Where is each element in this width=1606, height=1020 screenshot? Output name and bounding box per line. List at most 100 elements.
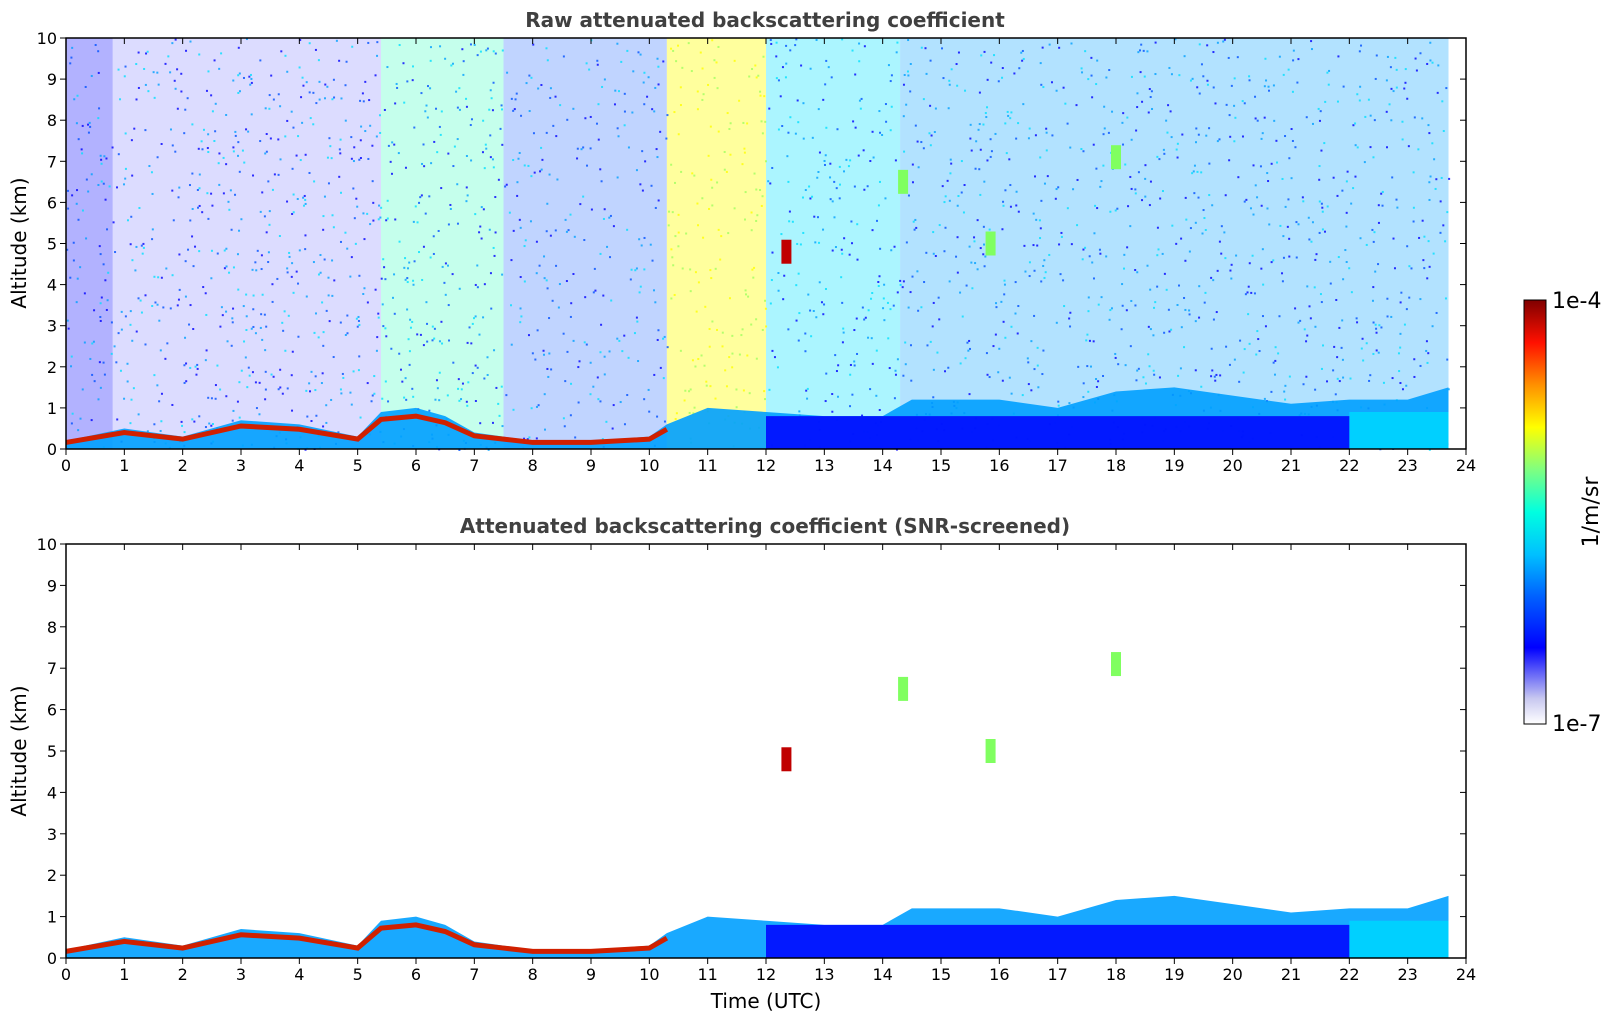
noise-dot (1247, 313, 1250, 316)
noise-dot (1229, 135, 1232, 138)
y-tick-label: 9 (47, 70, 57, 89)
noise-dot (156, 384, 159, 387)
noise-dot (1395, 198, 1398, 201)
noise-dot (1165, 119, 1168, 122)
noise-dot (884, 197, 887, 200)
noise-dot (449, 203, 452, 206)
noise-dot (173, 79, 176, 82)
noise-dot (769, 182, 772, 185)
noise-dot (1157, 248, 1160, 251)
noise-dot (859, 107, 862, 110)
noise-dot (907, 194, 910, 197)
noise-dot (1243, 200, 1246, 203)
noise-dot (465, 105, 468, 108)
noise-dot (189, 304, 192, 307)
noise-dot (376, 336, 379, 339)
noise-dot (251, 371, 254, 374)
noise-dot (982, 123, 985, 126)
noise-dot (298, 249, 301, 252)
noise-dot (787, 180, 790, 183)
noise-dot (469, 43, 472, 46)
noise-dot (721, 345, 724, 348)
noise-dot (875, 394, 878, 397)
noise-dot (1265, 79, 1268, 82)
noise-dot (242, 76, 245, 79)
x-tick-label: 0 (61, 456, 71, 475)
noise-dot (1345, 211, 1348, 214)
noise-dot (1091, 261, 1094, 264)
noise-dot (917, 309, 920, 312)
noise-dot (1427, 352, 1430, 355)
noise-dot (259, 210, 262, 213)
noise-dot (1228, 114, 1231, 117)
noise-dot (711, 39, 714, 42)
noise-dot (817, 170, 820, 173)
noise-dot (419, 196, 422, 199)
noise-dot (89, 125, 92, 128)
noise-dot (762, 55, 765, 58)
noise-dot (1305, 375, 1308, 378)
noise-dot (1437, 64, 1440, 67)
noise-dot (288, 251, 291, 254)
noise-dot (911, 275, 914, 278)
noise-dot (1200, 385, 1203, 388)
noise-dot (1324, 100, 1327, 103)
noise-dot (1349, 377, 1352, 380)
noise-dot (1120, 328, 1123, 331)
noise-dot (106, 299, 109, 302)
noise-dot (204, 426, 207, 429)
noise-dot (479, 50, 482, 53)
noise-dot (420, 92, 423, 95)
noise-dot (995, 306, 998, 309)
noise-dot (910, 379, 913, 382)
noise-dot (1211, 204, 1214, 207)
noise-dot (640, 244, 643, 247)
noise-dot (520, 114, 523, 117)
noise-dot (313, 180, 316, 183)
noise-dot (1142, 376, 1145, 379)
noise-dot (81, 209, 84, 212)
noise-dot (1439, 200, 1442, 203)
noise-dot (596, 63, 599, 66)
noise-dot (1129, 345, 1132, 348)
noise-dot (433, 327, 436, 330)
noise-dot (662, 377, 665, 380)
noise-dot (608, 350, 611, 353)
noise-dot (1087, 390, 1090, 393)
noise-dot (947, 107, 950, 110)
noise-dot (1225, 103, 1228, 106)
noise-dot (1124, 364, 1127, 367)
noise-dot (474, 364, 477, 367)
noise-dot (277, 138, 280, 141)
noise-dot (225, 113, 228, 116)
noise-dot (153, 423, 156, 426)
noise-dot (1040, 280, 1043, 283)
noise-dot (1332, 176, 1335, 179)
noise-dot (531, 352, 534, 355)
noise-dot (488, 228, 491, 231)
noise-dot (671, 211, 674, 214)
noise-dot (238, 416, 241, 419)
noise-dot (545, 47, 548, 50)
noise-dot (693, 174, 696, 177)
noise-dot (1282, 73, 1285, 76)
noise-dot (1163, 331, 1166, 334)
noise-dot (305, 295, 308, 298)
noise-dot (909, 344, 912, 347)
noise-dot (1436, 91, 1439, 94)
noise-dot (1167, 308, 1170, 311)
noise-dot (231, 419, 234, 422)
noise-dot (1403, 323, 1406, 326)
noise-dot (1102, 164, 1105, 167)
noise-dot (871, 362, 874, 365)
noise-dot (770, 42, 773, 45)
noise-dot (1423, 235, 1426, 238)
noise-dot (71, 194, 74, 197)
noise-dot (548, 352, 551, 355)
noise-dot (618, 339, 621, 342)
noise-dot (183, 364, 186, 367)
noise-dot (374, 288, 377, 291)
noise-dot (359, 139, 362, 142)
noise-dot (848, 253, 851, 256)
noise-dot (234, 130, 237, 133)
